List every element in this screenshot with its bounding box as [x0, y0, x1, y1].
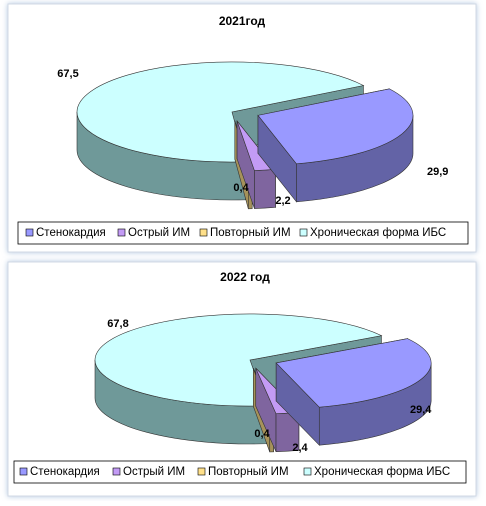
chart-title: 2022 год [220, 270, 270, 284]
legend-label: Стенокардия [30, 466, 100, 478]
data-label: 0,4 [254, 428, 270, 440]
legend-label: Хроническая форма ИБС [310, 227, 446, 239]
data-label: 67,5 [57, 68, 78, 80]
legend-label: Стенокардия [36, 227, 106, 239]
chart-title: 2021год [219, 14, 266, 28]
legend-swatch [19, 467, 28, 476]
slice [257, 88, 414, 165]
legend-label: Острый ИМ [123, 466, 185, 478]
legend-label: Повторный ИМ [208, 466, 289, 478]
legend-swatch [25, 228, 34, 237]
legend-swatch [299, 228, 308, 237]
data-label: 29,9 [427, 166, 448, 178]
slice [94, 313, 383, 407]
legend-label: Хроническая форма ИБС [314, 466, 450, 478]
data-label: 67,8 [107, 318, 128, 330]
slice [76, 61, 365, 163]
data-label: 0,4 [233, 182, 249, 194]
slice [275, 338, 432, 408]
legend-swatch [117, 228, 126, 237]
legend-box [13, 460, 467, 484]
data-label: 2,2 [275, 195, 290, 207]
legend-swatch [112, 467, 121, 476]
data-label: 29,4 [410, 404, 432, 416]
slice-side [254, 168, 276, 209]
data-label: 2,4 [292, 442, 308, 454]
legend-swatch [303, 467, 312, 476]
legend-label: Острый ИМ [128, 227, 190, 239]
legend-swatch [197, 467, 206, 476]
legend-swatch [199, 228, 208, 237]
legend-box [17, 221, 469, 245]
legend-label: Повторный ИМ [210, 227, 291, 239]
